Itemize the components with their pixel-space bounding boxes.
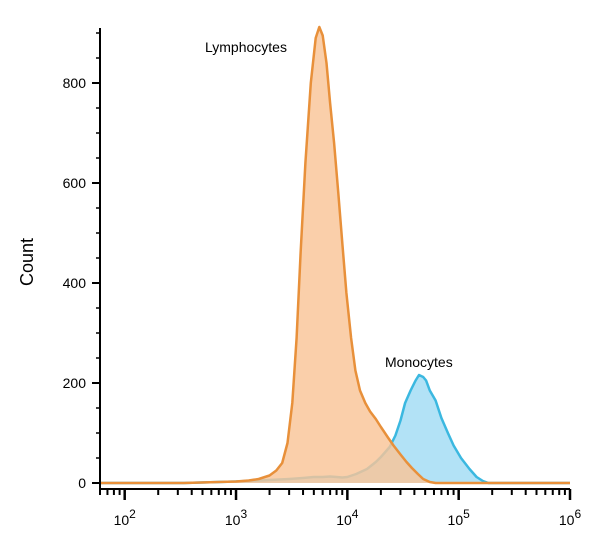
annotation-monocytes: Monocytes <box>385 354 453 370</box>
x-tick-label: 103 <box>225 507 248 528</box>
y-tick-label: 0 <box>78 475 86 491</box>
y-tick-label: 200 <box>63 375 87 391</box>
y-axis-label: Count <box>17 238 37 286</box>
series-monocytes-area <box>100 375 570 483</box>
x-tick-label: 106 <box>559 507 582 528</box>
annotation-lymphocytes: Lymphocytes <box>205 39 287 55</box>
x-tick-label: 104 <box>336 507 359 528</box>
y-tick-label: 800 <box>63 75 87 91</box>
x-tick-label: 102 <box>114 507 137 528</box>
series-lymphocytes-area <box>100 27 570 483</box>
y-tick-label: 600 <box>63 175 87 191</box>
series-layer <box>100 25 570 485</box>
y-tick-label: 400 <box>63 275 87 291</box>
axes-layer: 0 200 400 600 800 102 103 104 105 106 <box>63 28 582 528</box>
x-tick-label: 105 <box>448 507 471 528</box>
series-lymphocytes-line <box>100 25 570 485</box>
